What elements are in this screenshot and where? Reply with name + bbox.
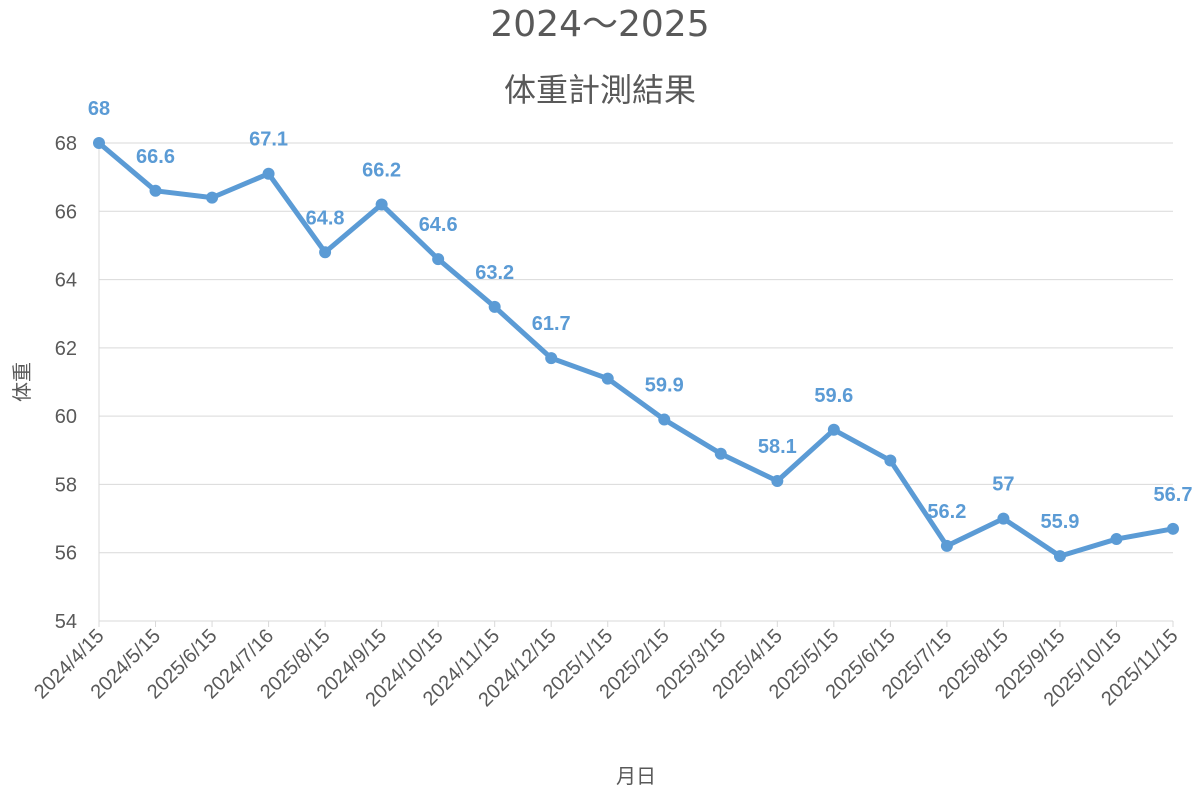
y-tick-label: 54 bbox=[55, 611, 77, 633]
data-label: 56.2 bbox=[927, 501, 966, 523]
data-point bbox=[432, 253, 445, 266]
data-point bbox=[206, 191, 219, 204]
y-axis-ticks: 54 56 58 60 62 64 66 68 bbox=[55, 133, 77, 633]
data-label: 55.9 bbox=[1040, 511, 1079, 533]
x-axis-ticks: 2024/4/152024/5/152025/6/152024/7/162025… bbox=[30, 621, 1183, 711]
data-label: 56.7 bbox=[1154, 484, 1193, 506]
data-point bbox=[1167, 522, 1179, 535]
data-label: 64.6 bbox=[419, 214, 458, 236]
data-point bbox=[771, 475, 784, 488]
data-point bbox=[940, 539, 953, 552]
data-label: 61.7 bbox=[532, 313, 571, 335]
data-label: 67.1 bbox=[249, 129, 288, 151]
data-label: 57 bbox=[992, 474, 1014, 496]
y-tick-label: 62 bbox=[55, 338, 77, 360]
data-point bbox=[997, 512, 1010, 525]
data-point bbox=[545, 352, 558, 365]
data-point bbox=[488, 300, 501, 313]
data-label: 66.2 bbox=[362, 159, 401, 181]
data-label: 64.8 bbox=[306, 207, 345, 229]
data-label: 59.6 bbox=[814, 385, 853, 407]
gridlines bbox=[98, 142, 1173, 622]
chart-title: 2024〜2025 bbox=[490, 4, 709, 45]
y-tick-label: 68 bbox=[55, 133, 77, 155]
y-tick-label: 66 bbox=[55, 201, 77, 223]
data-label: 68 bbox=[88, 98, 110, 120]
data-labels: 68 66.6 67.1 64.8 66.2 64.6 63.2 61.7 59.9 58.1 59… bbox=[88, 98, 1193, 533]
y-tick-label: 60 bbox=[55, 406, 77, 428]
data-point bbox=[827, 423, 840, 436]
weight-series bbox=[93, 137, 1179, 563]
chart-subtitle: 体重計測結果 bbox=[504, 71, 696, 109]
data-label: 66.6 bbox=[136, 146, 175, 168]
data-point bbox=[658, 413, 671, 426]
data-point bbox=[93, 137, 105, 149]
data-point bbox=[262, 167, 275, 180]
data-point bbox=[319, 246, 332, 259]
data-label: 58.1 bbox=[758, 436, 797, 458]
data-point bbox=[375, 198, 388, 211]
data-label: 59.9 bbox=[645, 375, 684, 397]
data-label: 63.2 bbox=[475, 262, 514, 284]
data-point bbox=[884, 454, 897, 467]
data-point bbox=[149, 184, 162, 197]
data-point bbox=[601, 372, 614, 385]
x-axis-title: 月日 bbox=[616, 764, 656, 788]
y-axis-title: 体重 bbox=[10, 362, 34, 402]
y-tick-label: 64 bbox=[55, 270, 77, 292]
data-point bbox=[714, 447, 727, 460]
y-tick-label: 58 bbox=[55, 474, 77, 496]
data-point bbox=[1110, 533, 1123, 546]
series-line bbox=[96, 140, 1176, 559]
y-tick-label: 56 bbox=[55, 543, 77, 565]
data-point bbox=[1053, 550, 1066, 563]
